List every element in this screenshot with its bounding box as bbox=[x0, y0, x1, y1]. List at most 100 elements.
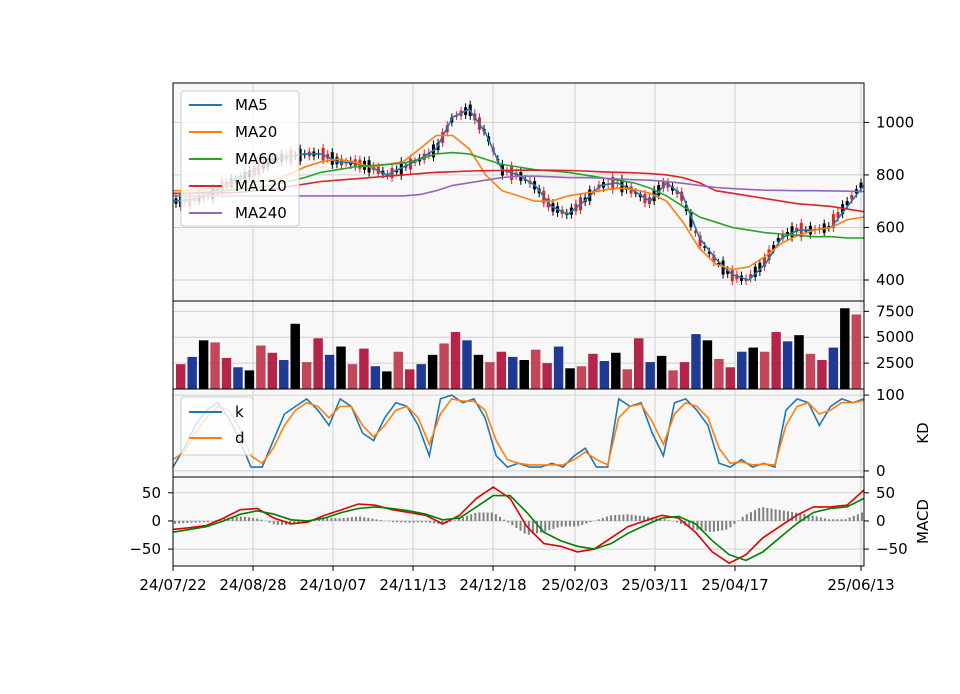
price-legend-label: MA20 bbox=[235, 123, 277, 141]
macd-histogram-bar bbox=[561, 521, 563, 527]
volume-bar bbox=[531, 350, 540, 389]
macd-histogram-bar bbox=[725, 521, 727, 530]
volume-bar bbox=[771, 332, 780, 389]
macd-histogram-bar bbox=[717, 521, 719, 531]
macd-histogram-bar bbox=[853, 516, 855, 521]
volume-bar bbox=[714, 359, 723, 389]
x-tick-label: 24/11/13 bbox=[379, 576, 446, 594]
macd-histogram-bar bbox=[585, 521, 587, 524]
x-tick-label: 25/02/03 bbox=[541, 576, 608, 594]
macd-histogram-bar bbox=[845, 519, 847, 521]
x-tick-label: 25/03/11 bbox=[621, 576, 688, 594]
macd-histogram-bar bbox=[326, 518, 328, 521]
macd-panel-left-tick-label: 50 bbox=[142, 484, 161, 502]
macd-histogram-bar bbox=[713, 521, 715, 532]
macd-histogram-bar bbox=[450, 521, 452, 522]
macd-histogram-bar bbox=[178, 521, 180, 524]
macd-histogram-bar bbox=[404, 521, 406, 523]
macd-histogram-bar bbox=[376, 519, 378, 521]
macd-histogram-bar bbox=[380, 520, 382, 521]
macd-histogram-bar bbox=[618, 515, 620, 521]
volume-bar bbox=[256, 346, 265, 389]
macd-ylabel: MACD bbox=[914, 499, 932, 544]
macd-histogram-bar bbox=[598, 519, 600, 521]
macd-histogram-bar bbox=[363, 517, 365, 521]
macd-histogram-bar bbox=[573, 521, 575, 527]
macd-histogram-bar bbox=[705, 521, 707, 531]
volume-bar bbox=[611, 353, 620, 389]
macd-histogram-bar bbox=[248, 517, 250, 521]
volume-bar bbox=[668, 370, 677, 389]
macd-histogram-bar bbox=[334, 518, 336, 521]
volume-bar bbox=[451, 332, 460, 389]
volume-bar bbox=[268, 353, 277, 389]
macd-histogram-bar bbox=[182, 521, 184, 523]
macd-histogram-bar bbox=[240, 517, 242, 521]
volume-bar bbox=[245, 370, 254, 389]
volume-bar bbox=[634, 338, 643, 389]
volume-bar bbox=[359, 349, 368, 389]
macd-histogram-bar bbox=[828, 519, 830, 521]
macd-histogram-bar bbox=[668, 520, 670, 521]
macd-histogram-bar bbox=[762, 507, 764, 521]
volume-bar bbox=[325, 355, 334, 389]
macd-histogram-bar bbox=[487, 512, 489, 520]
macd-histogram-bar bbox=[627, 514, 629, 521]
volume-bar bbox=[749, 348, 758, 389]
macd-panel-ytick-label: 0 bbox=[876, 512, 886, 530]
macd-histogram-bar bbox=[507, 521, 509, 523]
macd-histogram-bar bbox=[552, 521, 554, 529]
price-panel-ytick-label: 800 bbox=[876, 166, 905, 184]
macd-histogram-bar bbox=[466, 516, 468, 521]
volume-bar bbox=[348, 364, 357, 389]
volume-bar bbox=[497, 352, 506, 389]
macd-histogram-bar bbox=[330, 518, 332, 521]
volume-bar bbox=[726, 367, 735, 389]
macd-panel-ytick-label: −50 bbox=[876, 540, 908, 558]
volume-bar bbox=[783, 341, 792, 389]
macd-histogram-bar bbox=[606, 517, 608, 521]
macd-histogram-bar bbox=[347, 518, 349, 521]
macd-histogram-bar bbox=[343, 518, 345, 521]
macd-panel-left-tick-label: −50 bbox=[129, 540, 161, 558]
volume-bar bbox=[210, 342, 219, 389]
macd-histogram-bar bbox=[474, 513, 476, 521]
volume-bar bbox=[806, 354, 815, 389]
volume-bar bbox=[840, 308, 849, 389]
macd-histogram-bar bbox=[273, 521, 275, 524]
macd-histogram-bar bbox=[470, 514, 472, 521]
volume-bar bbox=[485, 362, 494, 389]
volume-bar bbox=[222, 358, 231, 389]
volume-bar bbox=[600, 361, 609, 389]
macd-histogram-bar bbox=[770, 509, 772, 521]
macd-histogram-bar bbox=[548, 521, 550, 530]
macd-histogram-bar bbox=[754, 510, 756, 521]
macd-histogram-bar bbox=[260, 520, 262, 521]
macd-histogram-bar bbox=[733, 521, 735, 524]
macd-histogram-bar bbox=[820, 517, 822, 520]
x-tick-label: 25/04/17 bbox=[701, 576, 768, 594]
macd-histogram-bar bbox=[520, 521, 522, 531]
macd-histogram-bar bbox=[195, 521, 197, 523]
macd-histogram-bar bbox=[392, 521, 394, 522]
macd-histogram-bar bbox=[664, 519, 666, 521]
macd-histogram-bar bbox=[277, 521, 279, 525]
volume-bar bbox=[542, 363, 551, 389]
kd-panel-ytick-label: 0 bbox=[876, 462, 886, 480]
volume-bar bbox=[416, 364, 425, 389]
macd-histogram-bar bbox=[511, 521, 513, 525]
volume-bar bbox=[817, 360, 826, 389]
volume-panel-ytick-label: 5000 bbox=[876, 328, 914, 346]
macd-histogram-bar bbox=[190, 521, 192, 523]
macd-histogram-bar bbox=[709, 521, 711, 532]
macd-histogram-bar bbox=[371, 519, 373, 521]
macd-histogram-bar bbox=[639, 516, 641, 521]
x-tick-label: 25/06/13 bbox=[827, 576, 894, 594]
volume-bar bbox=[279, 360, 288, 389]
volume-bar bbox=[176, 364, 185, 389]
kd-legend-label: k bbox=[235, 403, 244, 421]
kd-panel-ytick-label: 100 bbox=[876, 386, 905, 404]
volume-bar bbox=[737, 352, 746, 389]
macd-histogram-bar bbox=[256, 518, 258, 520]
